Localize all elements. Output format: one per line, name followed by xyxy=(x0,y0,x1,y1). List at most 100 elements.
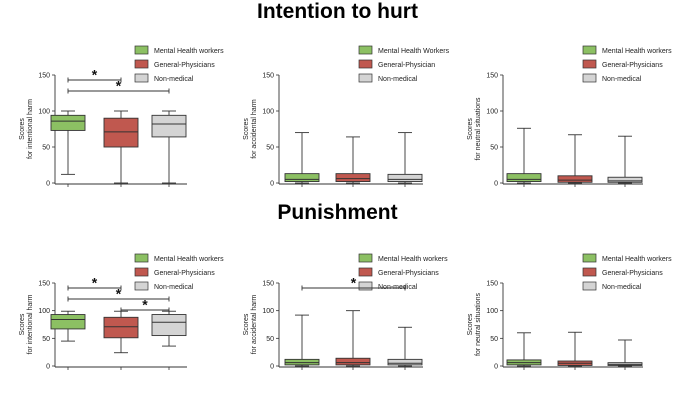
box-iqr xyxy=(50,314,86,330)
box-non-medical xyxy=(151,110,187,184)
y-axis-label: Scores xyxy=(243,118,250,140)
legend-label: Mental Health workers xyxy=(602,48,672,55)
y-axis-label: Scores xyxy=(467,313,474,335)
box-iqr xyxy=(151,114,187,138)
panel-punishment-intentional: 0 50 100 150 Scores for intentional harm Menta… xyxy=(19,253,224,371)
y-axis-label: Scores xyxy=(243,313,250,335)
box-mental-health xyxy=(50,110,86,175)
y-tick-label: 0 xyxy=(494,181,498,188)
y-tick-label: 100 xyxy=(486,109,498,116)
significance-bracket: * xyxy=(301,275,406,291)
legend-swatch xyxy=(358,73,373,83)
legend-swatch xyxy=(134,267,149,277)
significance-star: * xyxy=(142,297,148,313)
legend-label: Non-medical xyxy=(154,284,194,291)
legend-swatch xyxy=(134,253,149,263)
y-tick-label: 100 xyxy=(38,308,50,315)
box-general-physicians xyxy=(103,310,139,354)
y-tick-label: 150 xyxy=(486,73,498,80)
box-iqr xyxy=(557,175,593,183)
box-iqr xyxy=(284,358,320,366)
box-iqr xyxy=(50,114,86,131)
y-tick-label: 0 xyxy=(270,181,274,188)
legend-label: Non-medical xyxy=(378,76,418,83)
legend-swatch xyxy=(582,253,597,263)
significance-bracket: * xyxy=(67,275,122,291)
legend-label: General-Physicians xyxy=(602,62,663,69)
box-mental-health xyxy=(506,127,542,184)
y-tick-label: 50 xyxy=(266,145,274,152)
legend-label: General-Physician xyxy=(378,62,435,69)
significance-bracket: * xyxy=(67,286,170,302)
y-axis-label: for intentional harm xyxy=(27,294,34,354)
y-tick-label: 150 xyxy=(262,281,274,288)
legend-swatch xyxy=(134,73,149,83)
legend-label: Mental Health Workers xyxy=(378,48,450,55)
y-axis-label: Scores xyxy=(19,118,26,140)
legend-swatch xyxy=(582,45,597,55)
legend-swatch xyxy=(582,267,597,277)
legend-label: Mental Health workers xyxy=(154,256,224,263)
legend-label: Mental Health workers xyxy=(378,256,448,263)
y-axis-label: Scores xyxy=(467,118,474,140)
y-tick-label: 100 xyxy=(262,308,274,315)
legend-swatch xyxy=(134,59,149,69)
box-iqr xyxy=(335,357,371,366)
legend-label: Non-medical xyxy=(378,284,418,291)
box-general-physicians xyxy=(335,136,371,184)
box-iqr xyxy=(387,358,423,366)
legend-label: General-Physicians xyxy=(378,270,439,277)
panel-intention-neutral: 0 50 100 150 Scores for neutral situations Men… xyxy=(467,45,672,188)
box-general-physicians xyxy=(557,134,593,184)
legend-swatch xyxy=(358,59,373,69)
y-tick-label: 0 xyxy=(46,181,50,188)
box-general-physicians xyxy=(557,331,593,367)
box-iqr xyxy=(607,176,643,183)
legend-label: Non-medical xyxy=(602,284,642,291)
legend-label: Mental Health workers xyxy=(602,256,672,263)
box-mental-health xyxy=(50,310,86,342)
legend-swatch xyxy=(358,281,373,291)
significance-bracket: * xyxy=(120,297,170,313)
box-general-physicians xyxy=(103,110,139,184)
legend-swatch xyxy=(582,59,597,69)
box-iqr xyxy=(335,173,371,183)
box-mental-health xyxy=(284,314,320,367)
panel-punishment-accidental: 0 50 100 150 Scores for accidental harm Mental… xyxy=(243,253,448,371)
significance-star: * xyxy=(92,275,98,291)
panel-punishment-neutral: 0 50 100 150 Scores for neutral situations Men… xyxy=(467,253,672,371)
y-tick-label: 50 xyxy=(266,336,274,343)
box-general-physicians xyxy=(335,310,371,367)
legend-label: Mental Health workers xyxy=(154,48,224,55)
box-mental-health xyxy=(284,132,320,184)
significance-star: * xyxy=(116,78,122,94)
y-tick-label: 150 xyxy=(38,281,50,288)
box-iqr xyxy=(103,316,139,339)
legend-swatch xyxy=(134,45,149,55)
box-non-medical xyxy=(151,310,187,347)
y-tick-label: 100 xyxy=(38,109,50,116)
significance-star: * xyxy=(92,67,98,83)
significance-star: * xyxy=(116,286,122,302)
y-tick-label: 150 xyxy=(486,281,498,288)
y-axis-label: for intentional harm xyxy=(27,99,34,159)
box-iqr xyxy=(506,173,542,183)
y-axis-label: Scores xyxy=(19,313,26,335)
box-non-medical xyxy=(387,326,423,367)
y-tick-label: 50 xyxy=(490,145,498,152)
legend-label: Non-medical xyxy=(154,76,194,83)
y-tick-label: 100 xyxy=(262,109,274,116)
legend-label: Non-medical xyxy=(602,76,642,83)
y-tick-label: 100 xyxy=(486,308,498,315)
y-axis-label: for accidental harm xyxy=(251,99,258,159)
legend-label: General-Physicians xyxy=(154,270,215,277)
y-tick-label: 50 xyxy=(490,336,498,343)
y-tick-label: 0 xyxy=(494,364,498,371)
section-title-punishment: Punishment xyxy=(277,201,398,224)
box-non-medical xyxy=(607,135,643,184)
y-tick-label: 150 xyxy=(262,73,274,80)
legend-swatch xyxy=(582,73,597,83)
y-tick-label: 50 xyxy=(42,145,50,152)
